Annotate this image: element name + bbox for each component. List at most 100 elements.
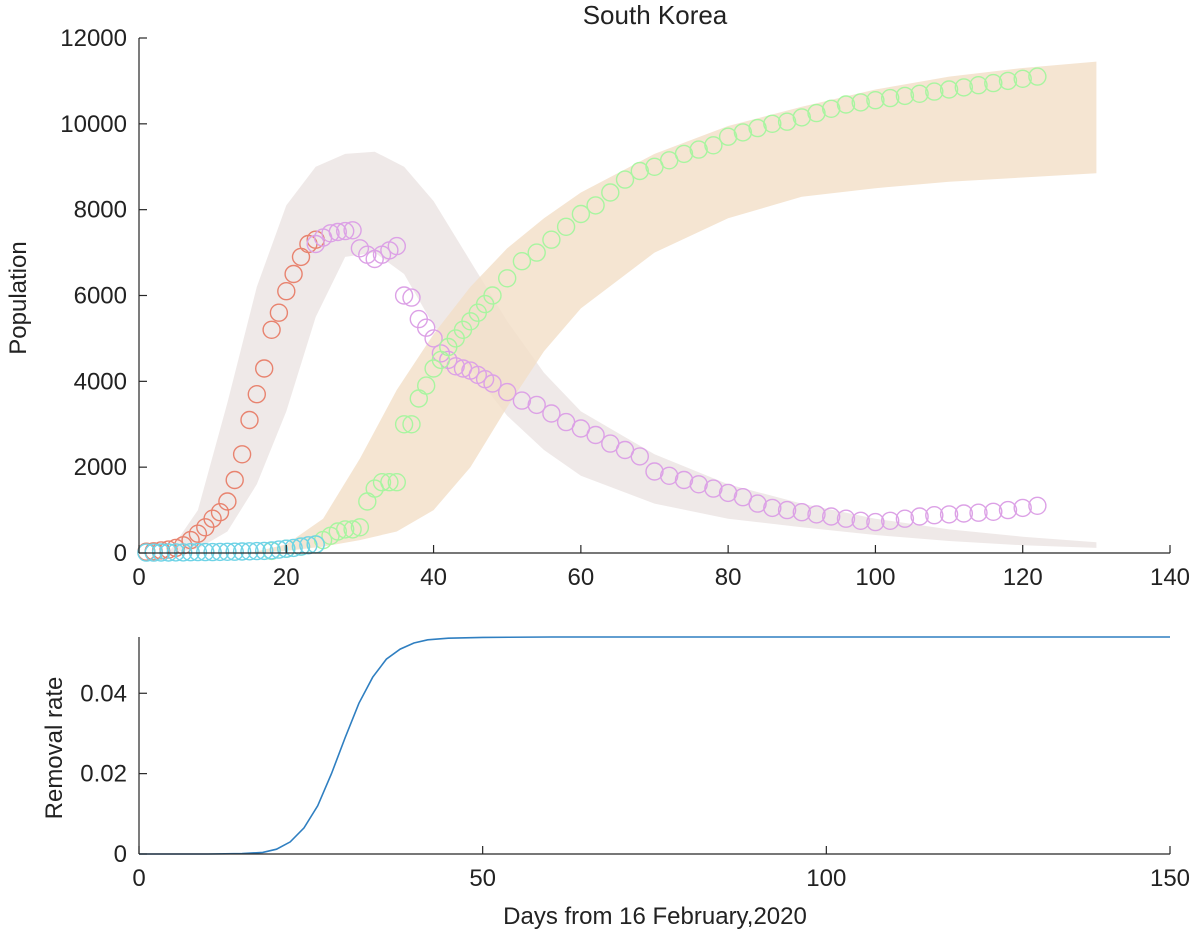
data-point (777, 112, 797, 131)
data-point (954, 78, 973, 97)
y-tick-label: 0 (114, 540, 127, 567)
data-point (262, 320, 281, 339)
data-point (969, 503, 988, 522)
data-point (777, 500, 797, 520)
data-point (542, 404, 561, 423)
data-point (910, 84, 929, 104)
y-tick-label: 6000 (74, 283, 127, 310)
data-point (925, 82, 944, 101)
data-point (792, 503, 811, 522)
data-point (571, 204, 591, 224)
data-point (512, 391, 532, 410)
data-point (866, 90, 885, 110)
data-point (718, 127, 738, 146)
data-point (350, 518, 370, 537)
y-tick-label: 0.02 (80, 761, 127, 788)
data-point (718, 483, 738, 503)
data-point (240, 542, 259, 561)
y-tick-label: 0.04 (80, 680, 127, 707)
data-point (807, 103, 826, 123)
data-point (328, 522, 347, 541)
data-point (984, 502, 1003, 521)
data-point (615, 170, 635, 189)
data-point (660, 466, 679, 485)
data-point (954, 504, 973, 523)
axes: 0 20 40 60 80 100 120 140 0 2000 4000 6000 8000 10000… (60, 25, 1190, 591)
data-point (343, 221, 362, 240)
data-point (792, 108, 811, 127)
data-point (1013, 69, 1032, 89)
data-point (277, 539, 296, 558)
data-point (328, 222, 347, 242)
data-point (822, 507, 841, 526)
x-tick-label: 140 (1150, 564, 1190, 591)
data-point (417, 318, 436, 337)
data-point (498, 382, 517, 402)
y-axis-label: Population (5, 241, 32, 354)
data-point (291, 537, 311, 556)
data-point (181, 543, 200, 562)
data-point (387, 473, 406, 492)
y-tick-label: 4000 (74, 368, 127, 395)
data-point (218, 542, 237, 561)
data-point (380, 473, 399, 492)
data-point (210, 503, 230, 522)
data-point (284, 538, 303, 558)
data-point (1028, 496, 1047, 515)
data-point (225, 542, 244, 561)
data-point (350, 239, 370, 258)
data-point (822, 99, 841, 119)
data-point (645, 462, 664, 481)
series-markers (306, 221, 1047, 532)
data-point (586, 425, 605, 445)
data-point (203, 509, 222, 528)
data-point (866, 512, 885, 532)
confidence-band (168, 151, 1097, 553)
x-axis-label: Days from 16 February,2020 (503, 903, 807, 930)
x-tick-label: 80 (715, 564, 742, 591)
data-point (203, 542, 222, 562)
confidence-bands (168, 61, 1097, 553)
data-point (188, 542, 208, 562)
data-point (417, 376, 436, 395)
data-point (674, 144, 694, 164)
series-line (139, 636, 1170, 855)
data-point (336, 221, 355, 241)
data-point (704, 136, 723, 155)
data-point (269, 303, 289, 322)
data-point (704, 479, 723, 498)
axes: 0 50 100 150 0 0.02 0.04 (80, 637, 1190, 892)
data-point (630, 161, 649, 181)
x-tick-label: 120 (1003, 564, 1043, 591)
data-point (402, 415, 421, 434)
data-point (881, 511, 900, 530)
data-point (299, 536, 318, 555)
bottom-chart: Removal rate Days from 16 February,2020 … (41, 636, 1190, 930)
data-point (836, 95, 856, 114)
data-point (255, 541, 274, 561)
y-tick-label: 2000 (74, 454, 127, 481)
data-point (689, 140, 708, 159)
x-tick-label: 100 (855, 564, 895, 591)
data-point (527, 243, 546, 262)
data-series (137, 67, 1047, 562)
data-point (895, 509, 915, 528)
y-tick-label: 0 (114, 841, 127, 868)
data-point (424, 329, 443, 348)
data-point (284, 264, 303, 284)
data-series (139, 636, 1170, 855)
x-tick-label: 0 (132, 865, 145, 892)
data-point (939, 80, 959, 99)
x-tick-label: 100 (806, 865, 846, 892)
x-tick-label: 0 (132, 564, 145, 591)
data-point (542, 230, 561, 249)
x-tick-label: 40 (420, 564, 447, 591)
data-point (483, 286, 502, 305)
data-point (262, 541, 281, 560)
data-point (998, 500, 1018, 520)
data-point (748, 118, 767, 138)
data-point (836, 509, 856, 528)
data-point (689, 475, 708, 494)
data-point (527, 395, 546, 415)
